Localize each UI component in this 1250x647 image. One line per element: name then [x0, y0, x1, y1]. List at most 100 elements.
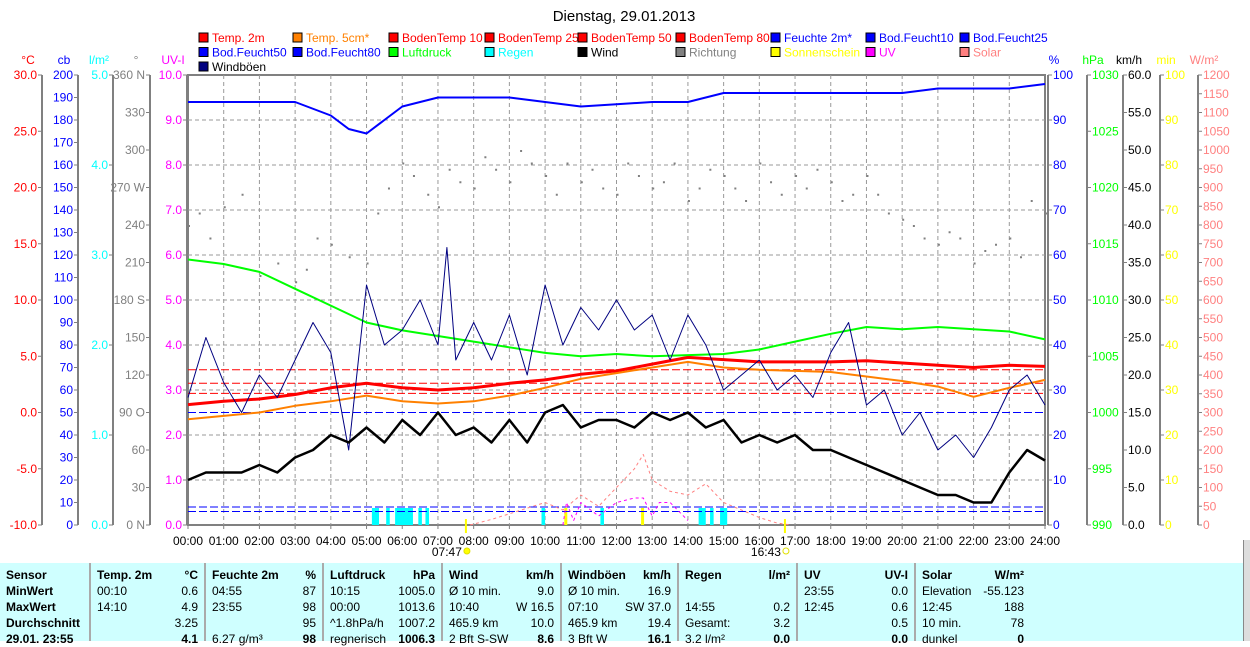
legend-item: BodenTemp 25 — [498, 31, 579, 45]
direction-dot — [1009, 237, 1012, 240]
series-windb-en — [187, 247, 1046, 458]
cell-label: 10:40 — [449, 600, 480, 614]
rain-bar — [371, 508, 380, 525]
chart-title: Dienstag, 29.01.2013 — [553, 8, 696, 25]
axis-tick-label: 80 — [1053, 158, 1067, 172]
axis-tick-label: 1000 — [1203, 143, 1230, 157]
axis-tick-label: 450 — [1203, 349, 1223, 363]
axis-tick-label: 1010 — [1092, 293, 1119, 307]
table-row: Durchschnitt — [6, 615, 83, 631]
axis-tick-label: 210 — [125, 256, 145, 270]
direction-dot — [698, 187, 701, 190]
direction-dot — [377, 212, 380, 215]
table-column: Sensor MinWert MaxWert Durchschnitt 29.01. 2… — [0, 563, 89, 646]
cell-label: 10 min. — [922, 616, 962, 630]
table-row: 10:40 W 16.5 — [449, 599, 554, 615]
legend-item: Richtung — [689, 46, 736, 60]
legend-swatch — [484, 47, 495, 57]
series-uv — [562, 497, 689, 526]
axis-tick-label: 5.0 — [91, 68, 108, 82]
cell-label: 00:00 — [330, 600, 361, 614]
axis-tick-label: 4.0 — [91, 158, 108, 172]
cell-label: 23:55 — [804, 584, 835, 598]
cell-value: 4.1 — [181, 632, 198, 646]
table-column: Wind km/h Ø 10 min. 9.0 10:40 W 16.5 465.9 km 1… — [441, 563, 560, 646]
direction-dot — [937, 243, 940, 246]
axis-tick-label: 3.0 — [91, 248, 108, 262]
axis-tick-label: 180 S — [114, 293, 145, 307]
x-tick-label: 19:00 — [851, 534, 881, 548]
cell-label: Windböen — [568, 568, 626, 582]
legend-item: Regen — [498, 46, 533, 60]
cell-label: MaxWert — [6, 600, 56, 614]
cell-label: UV — [804, 568, 821, 582]
legend-swatch — [198, 61, 209, 72]
cell-label: 29.01. 23:55 — [6, 632, 74, 646]
direction-dot — [709, 168, 712, 171]
axis-tick-label: 20.0 — [14, 181, 38, 195]
direction-dot — [509, 181, 512, 184]
axis-tick-label: 50 — [1203, 499, 1217, 513]
axis-tick-label: 60 — [60, 383, 74, 397]
table-row: 12:45 188 — [922, 599, 1024, 615]
rain-bar — [720, 508, 728, 525]
direction-dot — [1030, 200, 1033, 202]
cell-value: 3.25 — [174, 616, 198, 630]
legend-swatch — [292, 47, 303, 57]
cell-label: 14:55 — [685, 600, 716, 614]
cell-label: Gesamt: — [685, 616, 731, 630]
direction-dot — [241, 193, 244, 196]
x-tick-label: 02:00 — [244, 534, 274, 548]
direction-dot — [984, 250, 987, 252]
axis-tick-label: 10 — [60, 496, 74, 510]
cell-value: 0.0 — [891, 584, 908, 598]
x-tick-label: 05:00 — [352, 534, 382, 548]
axis-tick-label: 270 W — [110, 181, 145, 195]
axis-unit-label: UV-I — [161, 53, 184, 67]
direction-dot — [545, 175, 548, 177]
axis-tick-label: 1100 — [1203, 106, 1229, 120]
table-header: Feuchte 2m% — [212, 567, 316, 583]
x-tick-label: 18:00 — [816, 534, 846, 548]
axis-tick-label: 130 — [53, 226, 73, 240]
cell-label: Wind — [449, 568, 479, 582]
axis-tick-label: 170 — [53, 136, 73, 150]
table-row: 07:10 SW 37.0 — [568, 599, 671, 615]
direction-dot — [616, 193, 619, 196]
cell-label: 3 Bft W — [568, 632, 608, 646]
cell-value: 10.0 — [530, 616, 554, 630]
direction-dot — [330, 243, 333, 246]
legend-item: Temp. 5cm* — [306, 31, 370, 45]
cell-label: 00:10 — [97, 584, 128, 598]
direction-dot — [387, 187, 390, 190]
cell-value: 98 — [302, 632, 316, 646]
direction-dot — [495, 168, 498, 171]
cell-value: W/m² — [994, 568, 1024, 582]
axis-tick-label: 15.0 — [14, 237, 38, 251]
x-tick-label: 07:00 — [423, 534, 453, 548]
scrollbar[interactable] — [1243, 540, 1250, 641]
cell-label: Ø 10 min. — [449, 584, 502, 598]
axis-tick-label: 30 — [60, 451, 74, 465]
cell-value: 3.2 — [773, 616, 790, 630]
axis-tick-label: 35.0 — [1128, 256, 1152, 270]
axis-tick-label: 30 — [1165, 383, 1179, 397]
cell-label: Elevation — [922, 584, 972, 598]
table-row: Ø 10 min. 9.0 — [449, 583, 554, 599]
table-column: Feuchte 2m% 04:55 87 23:55 98 95 6.27 g/m³ 98 — [204, 563, 322, 646]
axis-unit-label: °C — [21, 53, 35, 67]
axis-tick-label: 50 — [1053, 293, 1067, 307]
axis-tick-label: 240 — [125, 218, 145, 232]
axis-tick-label: 120 — [53, 248, 73, 262]
direction-dot — [887, 212, 890, 215]
table-header: Luftdruck hPa — [330, 567, 435, 583]
axis-tick-label: 2.0 — [165, 428, 182, 442]
cell-label: Feuchte 2m — [212, 568, 279, 582]
axis-tick-label: 1025 — [1092, 124, 1119, 138]
axis-tick-label: 150 — [125, 331, 145, 345]
axis-tick-label: 40 — [1165, 338, 1179, 352]
direction-dot — [427, 193, 430, 196]
axis-tick-label: 0 — [1203, 518, 1210, 532]
cell-label: 10:15 — [330, 584, 361, 598]
x-tick-label: 16:00 — [744, 534, 774, 548]
